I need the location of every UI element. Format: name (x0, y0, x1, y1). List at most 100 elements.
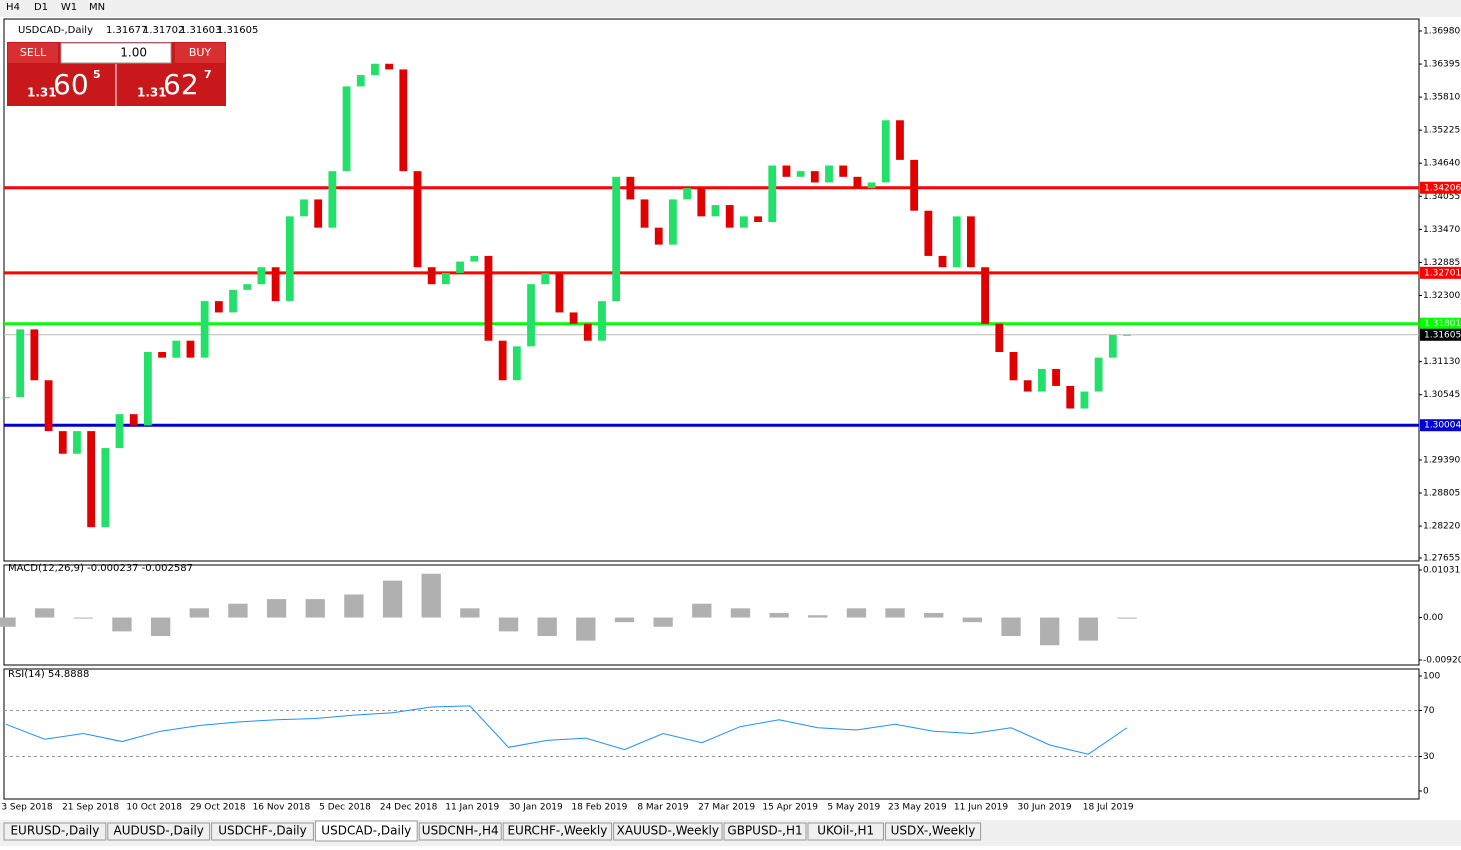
lot-input[interactable] (60, 42, 172, 64)
tab-label: USDCHF-,Daily (218, 824, 306, 838)
y-tick-label: 70 (1423, 706, 1435, 716)
tab-label: GBPUSD-,H1 (727, 824, 802, 838)
candle (498, 340, 507, 381)
candle (16, 329, 25, 398)
y-tick-label: 0.00 (1423, 613, 1443, 623)
timeframe-button[interactable]: W1 (61, 2, 77, 13)
date-label: 8 Mar 2019 (637, 803, 689, 813)
main-frame (3, 18, 1420, 562)
candle (243, 284, 252, 290)
ohlc-value: 1.31603 (180, 25, 221, 36)
candle (115, 414, 124, 449)
candle (470, 255, 479, 262)
candle (1009, 352, 1018, 381)
macd-bar (1040, 617, 1060, 646)
candle (229, 289, 237, 313)
candle (626, 176, 635, 200)
macd-bar (924, 612, 944, 618)
macd-bar (112, 617, 132, 632)
tab[interactable] (807, 822, 884, 841)
macd-bar (421, 573, 441, 618)
current-price-label: 1.31605 (1424, 330, 1461, 340)
candle (555, 272, 564, 313)
y-tick-label: 1.32885 (1423, 258, 1460, 268)
candle (143, 352, 152, 426)
date-label: 15 Apr 2019 (762, 803, 818, 813)
candle (1066, 385, 1075, 409)
level-label: 1.31801 (1424, 319, 1461, 329)
candle (569, 312, 578, 324)
candle (754, 216, 762, 223)
candle (598, 301, 606, 341)
tab[interactable] (613, 822, 723, 841)
macd-bar (653, 617, 673, 627)
candle (938, 255, 947, 268)
candle (1123, 334, 1131, 336)
candle (995, 323, 1004, 353)
date-label: 3 Sep 2018 (1, 803, 53, 813)
macd-bar (769, 612, 789, 618)
candle (399, 69, 408, 172)
date-label: 16 Nov 2018 (253, 803, 311, 813)
macd-bar (885, 608, 905, 618)
macd-bar (0, 617, 16, 627)
macd-bar (73, 617, 93, 619)
date-label: 18 Feb 2019 (571, 803, 627, 813)
level-label: 1.30004 (1424, 421, 1461, 431)
candle (768, 165, 777, 223)
buy-pips: 62 (163, 68, 199, 101)
timeframe-button[interactable]: MN (89, 2, 105, 13)
candle (683, 188, 692, 200)
tab[interactable] (314, 820, 418, 842)
candle (342, 86, 351, 172)
date-label: 11 Jan 2019 (445, 803, 499, 813)
sell-button[interactable] (8, 43, 58, 63)
candle (981, 267, 990, 324)
candle (896, 120, 904, 160)
macd-bar (1001, 617, 1021, 637)
candle (285, 216, 294, 302)
timeframe-button[interactable]: H4 (6, 2, 20, 13)
candle (1108, 335, 1117, 358)
candle (711, 205, 720, 217)
candle (967, 216, 975, 268)
tab[interactable] (884, 822, 982, 841)
candle (583, 323, 592, 341)
date-label: 30 Jun 2019 (1018, 803, 1072, 813)
tab[interactable] (107, 822, 211, 841)
y-tick-label: 1.29390 (1423, 455, 1460, 465)
candle (30, 329, 39, 381)
date-label: 30 Jan 2019 (509, 803, 563, 813)
ohlc-value: 1.31702 (143, 25, 184, 36)
tab[interactable] (418, 822, 502, 841)
candle (1052, 368, 1060, 386)
candle (924, 210, 933, 256)
tab[interactable] (3, 822, 107, 841)
tab[interactable] (502, 822, 613, 841)
candle (1094, 357, 1103, 392)
tab[interactable] (211, 822, 314, 841)
candle (200, 301, 209, 358)
macd-frame (3, 564, 1420, 666)
candle (782, 165, 791, 177)
y-tick-label: 1.28805 (1423, 489, 1460, 499)
level-tag (1420, 419, 1461, 432)
buy-point: 7 (204, 68, 212, 81)
macd-bar (460, 608, 480, 618)
y-tick-label: 1.35810 (1423, 93, 1460, 103)
macd-bar (730, 608, 751, 618)
tab[interactable] (723, 822, 807, 841)
timeframe-button[interactable]: D1 (34, 2, 48, 13)
date-label: 29 Oct 2018 (190, 803, 246, 813)
toolbar (0, 0, 1461, 17)
y-tick-label: 100 (1423, 672, 1440, 682)
macd-bar (1117, 617, 1137, 619)
candle (186, 340, 195, 358)
candle (158, 352, 166, 358)
buy-button[interactable] (175, 43, 225, 63)
macd-bar (305, 599, 325, 618)
macd-bar (537, 617, 557, 637)
candle (328, 171, 337, 228)
date-label: 23 May 2019 (888, 803, 947, 813)
tab-label: USDX-,Weekly (891, 824, 976, 838)
